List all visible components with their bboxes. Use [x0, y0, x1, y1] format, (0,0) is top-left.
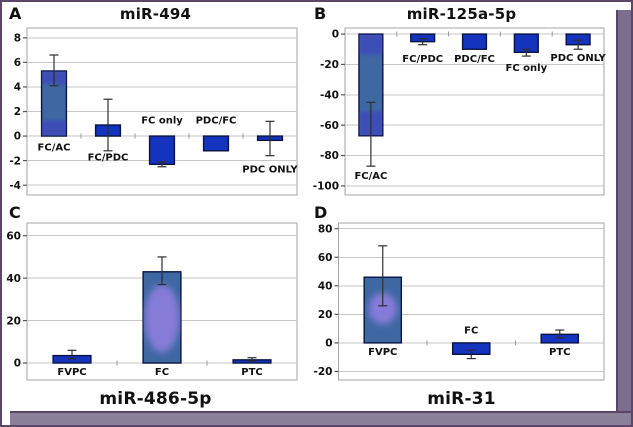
svg-text:6: 6 [14, 57, 21, 69]
svg-text:FC only: FC only [141, 116, 183, 127]
bar-chart-miR-494: 8 6 4 2 0 -2 -4 FC/AC FC/PDC FC only PDC/FC PDC ONL… [6, 25, 303, 199]
svg-text:80: 80 [318, 223, 333, 235]
svg-text:0: 0 [332, 29, 339, 41]
svg-text:FC/AC: FC/AC [354, 171, 387, 182]
svg-text:8: 8 [14, 32, 21, 44]
svg-text:0: 0 [14, 131, 21, 143]
panel-letter-D: D [314, 203, 328, 222]
svg-text:-60: -60 [320, 120, 339, 132]
svg-text:-20: -20 [320, 59, 339, 71]
svg-text:60: 60 [6, 230, 21, 242]
svg-text:60: 60 [318, 252, 333, 264]
panel-title-miR-125a-5p: miR-125a-5p [406, 5, 517, 23]
slide-shadow-right [616, 10, 631, 425]
figure-slide: A miR-494 8 6 4 2 0 -2 -4 FC/AC FC/PDC FC only PDC… [2, 2, 616, 411]
svg-text:FC: FC [155, 367, 169, 378]
svg-text:-80: -80 [320, 150, 339, 162]
svg-text:-2: -2 [9, 155, 21, 167]
svg-text:FVPC: FVPC [57, 367, 86, 378]
panel-B: B miR-125a-5p 0 -20 -40 -60 -80 -100 FC/AC FC/P… [309, 4, 614, 201]
svg-text:0: 0 [14, 358, 21, 370]
svg-text:FC/PDC: FC/PDC [88, 152, 129, 163]
svg-text:2: 2 [14, 106, 21, 118]
panel-C: C 60 40 20 0 FVPC FC PTC miR-486-5p [4, 203, 307, 409]
panel-letter-C: C [9, 203, 21, 222]
svg-text:PDC ONLY: PDC ONLY [242, 165, 298, 176]
svg-text:-100: -100 [313, 181, 339, 193]
panel-title-miR-494: miR-494 [119, 5, 192, 23]
bar-chart-miR-31: 80 60 40 20 0 -20 FVPC FC PTC [311, 220, 610, 384]
panel-letter-B: B [314, 4, 327, 23]
panel-letter-A: A [9, 4, 22, 23]
svg-text:0: 0 [325, 338, 332, 350]
panel-D: D 80 60 40 20 0 -20 FVPC FC PTC miR-31 [309, 203, 614, 409]
svg-text:-4: -4 [9, 180, 21, 192]
svg-text:FC only: FC only [506, 63, 548, 74]
slide-shadow-bottom [10, 411, 631, 425]
svg-text:FVPC: FVPC [368, 347, 397, 358]
svg-text:PDC/FC: PDC/FC [454, 54, 495, 65]
svg-text:20: 20 [318, 309, 333, 321]
svg-text:-40: -40 [320, 89, 339, 101]
svg-text:PDC ONLY: PDC ONLY [550, 53, 606, 64]
panel-A: A miR-494 8 6 4 2 0 -2 -4 FC/AC FC/PDC FC only PDC… [4, 4, 307, 201]
svg-text:FC: FC [464, 326, 478, 337]
svg-text:PTC: PTC [549, 347, 571, 358]
svg-text:FC/AC: FC/AC [38, 143, 71, 154]
bar-chart-miR-486-5p: 60 40 20 0 FVPC FC PTC [6, 220, 303, 384]
svg-text:40: 40 [318, 280, 333, 292]
svg-text:FC/PDC: FC/PDC [402, 54, 443, 65]
svg-text:20: 20 [6, 315, 21, 327]
svg-text:4: 4 [14, 82, 21, 94]
svg-text:-20: -20 [314, 366, 333, 378]
panel-title-miR-486-5p: miR-486-5p [99, 389, 212, 409]
bar-chart-miR-125a-5p: 0 -20 -40 -60 -80 -100 FC/AC FC/PDC PDC/FC FC onl… [311, 25, 610, 199]
panel-title-miR-31: miR-31 [427, 389, 496, 409]
svg-text:40: 40 [6, 273, 21, 285]
svg-text:PTC: PTC [241, 367, 263, 378]
svg-text:PDC/FC: PDC/FC [196, 116, 237, 127]
